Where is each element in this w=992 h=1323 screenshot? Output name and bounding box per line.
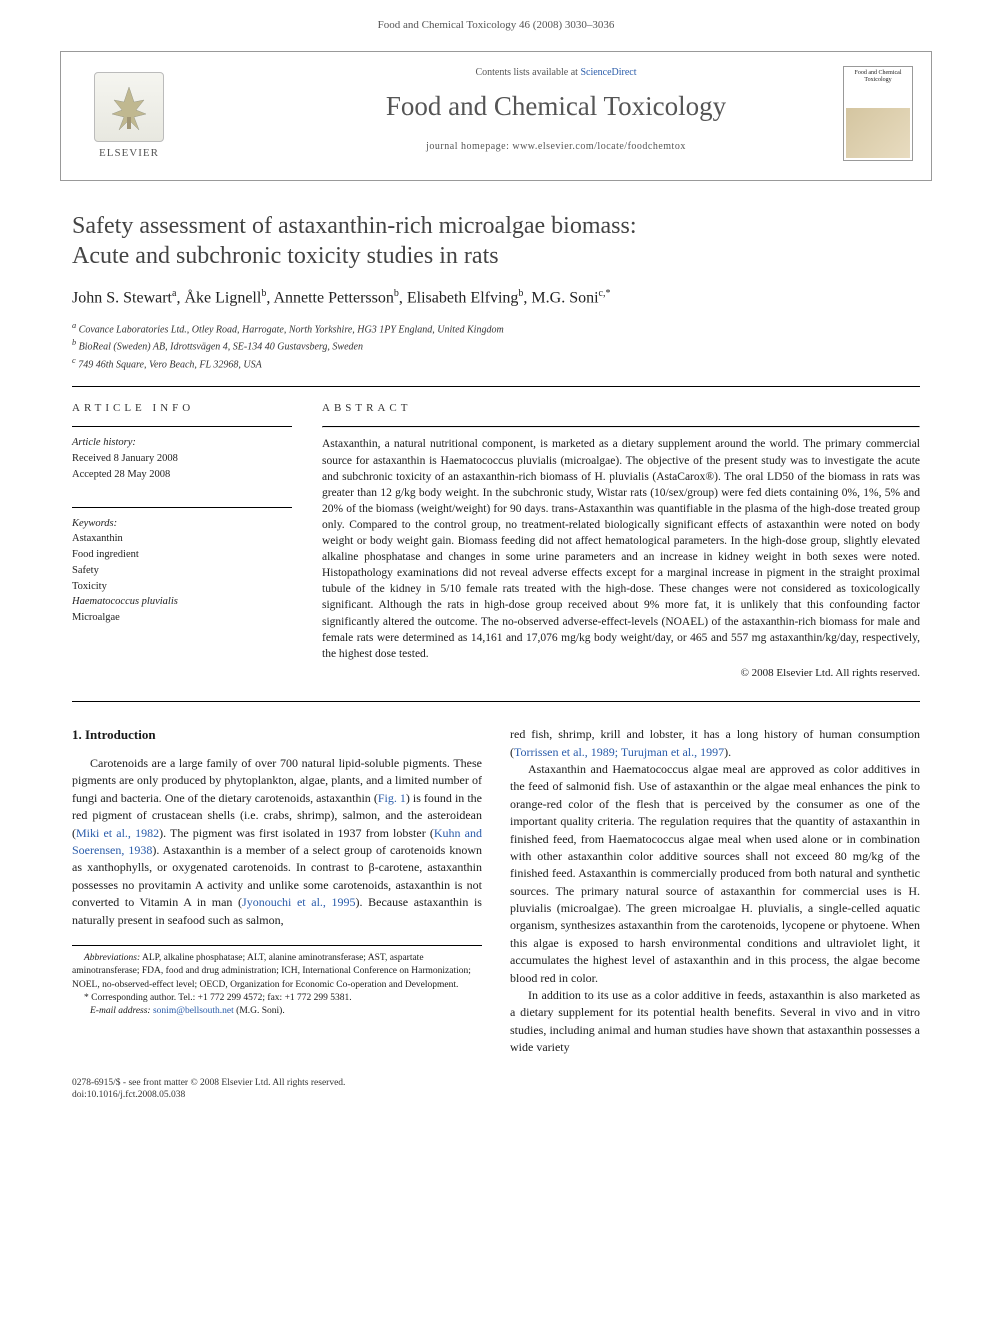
history-received: Received 8 January 2008	[72, 451, 292, 467]
elsevier-logo: ELSEVIER	[79, 66, 179, 166]
intro-para-1: Carotenoids are a large family of over 7…	[72, 755, 482, 929]
keyword-2: Safety	[72, 563, 292, 579]
sciencedirect-link[interactable]: ScienceDirect	[580, 67, 636, 78]
history-accepted: Accepted 28 May 2008	[72, 467, 292, 483]
affiliation-c: c 749 46th Square, Vero Beach, FL 32968,…	[72, 355, 920, 372]
jyonouchi-link[interactable]: Jyonouchi et al., 1995	[242, 895, 355, 909]
rule-mid	[72, 701, 920, 702]
affiliation-b: b BioReal (Sweden) AB, Idrottsvägen 4, S…	[72, 337, 920, 354]
corresponding-footnote: * Corresponding author. Tel.: +1 772 299…	[72, 992, 482, 1005]
info-rule-1	[72, 426, 292, 427]
article-title: Safety assessment of astaxanthin-rich mi…	[72, 211, 920, 271]
keywords-block: Keywords: Astaxanthin Food ingredient Sa…	[72, 516, 292, 626]
corr-text: Tel.: +1 772 299 4572; fax: +1 772 299 5…	[176, 993, 352, 1003]
affil-c-text: 749 46th Square, Vero Beach, FL 32968, U…	[78, 359, 262, 370]
abbreviations-footnote: Abbreviations: ALP, alkaline phosphatase…	[72, 952, 482, 992]
keyword-0: Astaxanthin	[72, 531, 292, 547]
elsevier-label: ELSEVIER	[99, 146, 159, 161]
copyright-line: © 2008 Elsevier Ltd. All rights reserved…	[322, 666, 920, 681]
body-col-right: red fish, shrimp, krill and lobster, it …	[510, 726, 920, 1056]
affil-a-text: Covance Laboratories Ltd., Otley Road, H…	[79, 324, 504, 335]
cover-title: Food and Chemical Toxicology	[855, 70, 902, 83]
running-header: Food and Chemical Toxicology 46 (2008) 3…	[0, 0, 992, 41]
affiliation-a: a Covance Laboratories Ltd., Otley Road,…	[72, 320, 920, 337]
keywords-label: Keywords:	[72, 516, 292, 532]
abstract-label: ABSTRACT	[322, 401, 920, 416]
cover-art-icon	[846, 108, 910, 158]
homepage-prefix: journal homepage:	[426, 141, 512, 152]
email-footnote: E-mail address: sonim@bellsouth.net (M.G…	[72, 1005, 482, 1018]
affiliations: a Covance Laboratories Ltd., Otley Road,…	[72, 320, 920, 372]
abstract-rule	[322, 426, 920, 428]
journal-cover-thumb: Food and Chemical Toxicology	[843, 66, 913, 161]
info-rule-2	[72, 507, 292, 508]
corr-label: * Corresponding author.	[84, 993, 176, 1003]
col2-para-3: In addition to its use as a color additi…	[510, 987, 920, 1057]
col2-para-2: Astaxanthin and Haematococcus algae meal…	[510, 761, 920, 987]
article-info-column: ARTICLE INFO Article history: Received 8…	[72, 387, 292, 681]
email-suffix: (M.G. Soni).	[234, 1006, 285, 1016]
elsevier-tree-icon	[94, 72, 164, 142]
torrissen-link[interactable]: Torrissen et al., 1989; Turujman et al.,…	[514, 745, 724, 759]
affil-b-text: BioReal (Sweden) AB, Idrottsvägen 4, SE-…	[79, 342, 363, 353]
keyword-1: Food ingredient	[72, 547, 292, 563]
availability-prefix: Contents lists available at	[475, 67, 580, 78]
homepage-line: journal homepage: www.elsevier.com/locat…	[201, 140, 911, 154]
title-line-1: Safety assessment of astaxanthin-rich mi…	[72, 213, 637, 239]
footer-issn: 0278-6915/$ - see front matter © 2008 El…	[72, 1077, 920, 1090]
miki-link[interactable]: Miki et al., 1982	[76, 826, 159, 840]
footer-doi: doi:10.1016/j.fct.2008.05.038	[72, 1089, 920, 1102]
abbrev-label: Abbreviations:	[84, 953, 140, 963]
body-col-left: 1. Introduction Carotenoids are a large …	[72, 726, 482, 1056]
t3: ). The pigment was first isolated in 193…	[159, 826, 434, 840]
history-label: Article history:	[72, 435, 292, 451]
history-block: Article history: Received 8 January 2008…	[72, 435, 292, 482]
title-line-2: Acute and subchronic toxicity studies in…	[72, 243, 499, 269]
page-footer: 0278-6915/$ - see front matter © 2008 El…	[72, 1077, 920, 1103]
keyword-5: Microalgae	[72, 610, 292, 626]
abstract-text: Astaxanthin, a natural nutritional compo…	[322, 436, 920, 661]
availability-line: Contents lists available at ScienceDirec…	[201, 66, 911, 80]
email-link[interactable]: sonim@bellsouth.net	[151, 1006, 234, 1016]
footnotes: Abbreviations: ALP, alkaline phosphatase…	[72, 945, 482, 1018]
intro-heading: 1. Introduction	[72, 726, 482, 745]
keyword-3: Toxicity	[72, 579, 292, 595]
col2-para-1: red fish, shrimp, krill and lobster, it …	[510, 726, 920, 761]
journal-banner: ELSEVIER Contents lists available at Sci…	[60, 51, 932, 181]
info-label: ARTICLE INFO	[72, 401, 292, 416]
journal-name: Food and Chemical Toxicology	[201, 88, 911, 126]
abstract-column: ABSTRACT Astaxanthin, a natural nutritio…	[322, 387, 920, 681]
email-label: E-mail address:	[90, 1006, 151, 1016]
fig1-link[interactable]: Fig. 1	[378, 791, 406, 805]
authors-line: John S. Stewarta, Åke Lignellb, Annette …	[72, 287, 920, 310]
body-columns: 1. Introduction Carotenoids are a large …	[72, 726, 920, 1056]
homepage-url[interactable]: www.elsevier.com/locate/foodchemtox	[512, 141, 685, 152]
keyword-4: Haematococcus pluvialis	[72, 594, 292, 610]
r2: ).	[724, 745, 731, 759]
